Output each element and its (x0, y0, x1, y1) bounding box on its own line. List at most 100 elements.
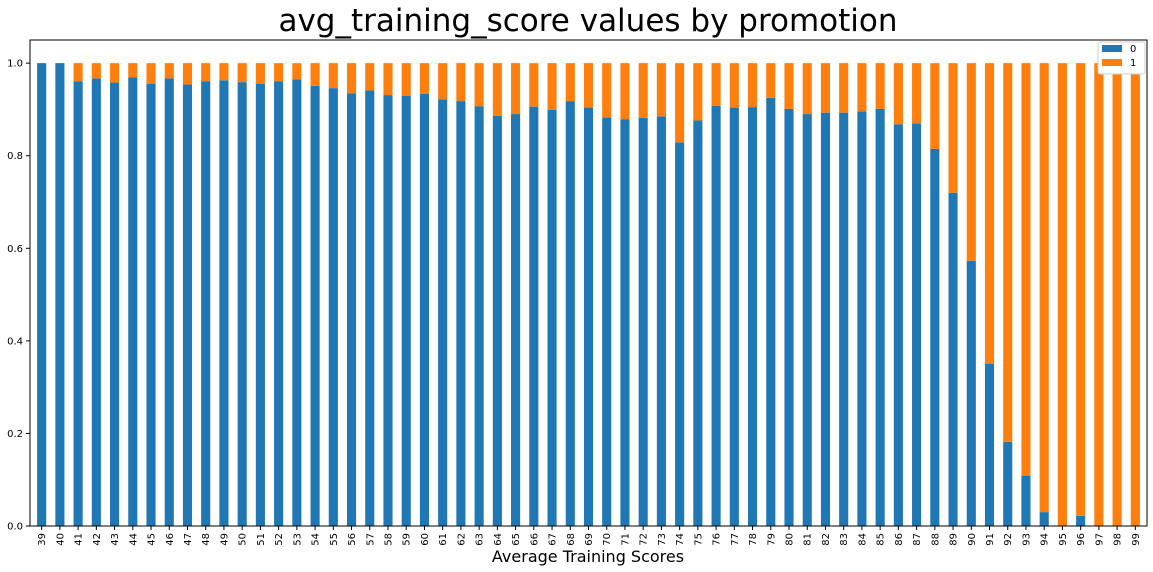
bar-85-series-1 (875, 63, 885, 109)
x-tick-label: 63 (475, 533, 486, 546)
x-tick-label: 55 (329, 533, 340, 546)
bar-46-series-1 (164, 63, 174, 79)
x-tick-label: 40 (55, 533, 66, 546)
bar-66-series-0 (529, 106, 539, 527)
bar-41-series-1 (73, 63, 83, 82)
bar-88-series-1 (930, 63, 940, 149)
bar-92-series-0 (1003, 441, 1013, 526)
bar-60-series-0 (419, 93, 429, 526)
y-tick-label: 0.6 (7, 244, 23, 255)
bar-53-series-0 (292, 79, 302, 526)
bar-43-series-0 (110, 82, 120, 526)
x-tick-label: 47 (183, 533, 194, 546)
x-tick-label: 43 (110, 533, 121, 546)
bar-89-series-0 (948, 192, 958, 527)
bar-96-series-1 (1076, 63, 1086, 516)
bar-78-series-1 (747, 63, 758, 108)
x-tick-label: 65 (511, 533, 522, 546)
x-tick-label: 85 (876, 533, 887, 546)
bar-57-series-1 (365, 63, 375, 91)
x-tick-label: 73 (657, 533, 668, 546)
bar-44-series-1 (128, 63, 138, 78)
bar-86-series-1 (893, 63, 903, 125)
bar-83-series-0 (839, 112, 849, 527)
bar-53-series-1 (292, 63, 302, 80)
bar-92-series-1 (1003, 63, 1013, 442)
x-tick-label: 56 (347, 533, 358, 546)
bar-43-series-1 (110, 63, 120, 83)
x-tick-label: 87 (912, 533, 923, 546)
y-tick-label: 1.0 (7, 59, 23, 70)
y-axis: 0.0 0.2 0.4 0.6 0.8 1.0 (7, 59, 30, 533)
bar-68-series-0 (565, 101, 575, 526)
x-tick-label: 61 (438, 533, 449, 546)
x-tick-label: 98 (1113, 533, 1124, 546)
bar-79-series-0 (766, 97, 776, 527)
legend-swatch-0 (1102, 45, 1122, 52)
bar-96-series-0 (1076, 515, 1086, 526)
x-axis-label: Average Training Scores (492, 547, 684, 566)
bar-72-series-0 (638, 117, 648, 526)
bar-94-series-1 (1039, 63, 1049, 513)
x-tick-label: 41 (74, 533, 85, 546)
bar-67-series-0 (547, 109, 557, 526)
x-tick-label: 66 (529, 533, 540, 546)
x-tick-label: 88 (930, 533, 941, 546)
bar-54-series-0 (310, 85, 320, 526)
bar-98-series-1 (1112, 63, 1122, 526)
x-tick-label: 59 (402, 533, 413, 546)
bar-60-series-1 (419, 63, 429, 94)
x-tick-label: 70 (602, 533, 613, 546)
x-tick-label: 58 (383, 533, 394, 546)
bar-69-series-0 (583, 107, 594, 526)
legend[interactable]: 01 (1097, 41, 1146, 75)
bar-61-series-1 (438, 63, 448, 100)
bar-58-series-1 (383, 63, 393, 96)
bar-82-series-0 (820, 112, 831, 527)
bar-82-series-1 (820, 63, 831, 113)
bar-71-series-0 (620, 119, 630, 527)
x-tick-label: 69 (584, 533, 595, 546)
x-tick-label: 77 (730, 533, 741, 546)
x-tick-label: 92 (1003, 533, 1014, 546)
x-tick-label: 83 (839, 533, 850, 546)
bar-42-series-0 (91, 78, 101, 527)
x-tick-label: 48 (201, 533, 212, 546)
x-tick-label: 54 (311, 533, 322, 546)
x-tick-label: 97 (1094, 533, 1105, 546)
bar-51-series-1 (255, 63, 265, 84)
bar-70-series-1 (602, 63, 612, 118)
bar-88-series-0 (930, 148, 940, 526)
bar-93-series-1 (1021, 63, 1031, 477)
legend-swatch-1 (1102, 59, 1122, 66)
bar-73-series-0 (656, 116, 666, 527)
bar-56-series-1 (346, 63, 357, 94)
bar-49-series-1 (219, 63, 229, 81)
y-tick-label: 0.2 (7, 429, 23, 440)
y-tick-label: 0.0 (7, 522, 23, 533)
bar-81-series-1 (802, 63, 812, 115)
bar-39-series-0 (37, 63, 47, 526)
bar-93-series-0 (1021, 476, 1031, 526)
bar-74-series-1 (675, 63, 685, 143)
bar-64-series-0 (492, 115, 502, 526)
bar-75-series-1 (693, 63, 703, 121)
y-tick-label: 0.8 (7, 151, 23, 162)
bar-68-series-1 (565, 63, 575, 102)
bar-67-series-1 (547, 63, 557, 110)
bar-64-series-1 (492, 63, 502, 116)
bar-52-series-1 (274, 63, 284, 82)
bar-44-series-0 (128, 77, 138, 527)
bar-85-series-0 (875, 108, 885, 526)
x-tick-label: 67 (548, 533, 559, 546)
x-tick-label: 53 (292, 533, 303, 546)
bar-77-series-1 (729, 63, 739, 108)
bar-57-series-0 (365, 90, 375, 526)
bar-69-series-1 (583, 63, 594, 108)
bar-45-series-1 (146, 63, 156, 84)
x-tick-label: 81 (803, 533, 814, 546)
x-tick-label: 42 (92, 533, 103, 546)
bars (37, 63, 1140, 527)
x-axis: 39 40 41 42 43 44 45 46 47 48 49 50 51 52 53 54 55 56 57 58… (37, 526, 1142, 546)
